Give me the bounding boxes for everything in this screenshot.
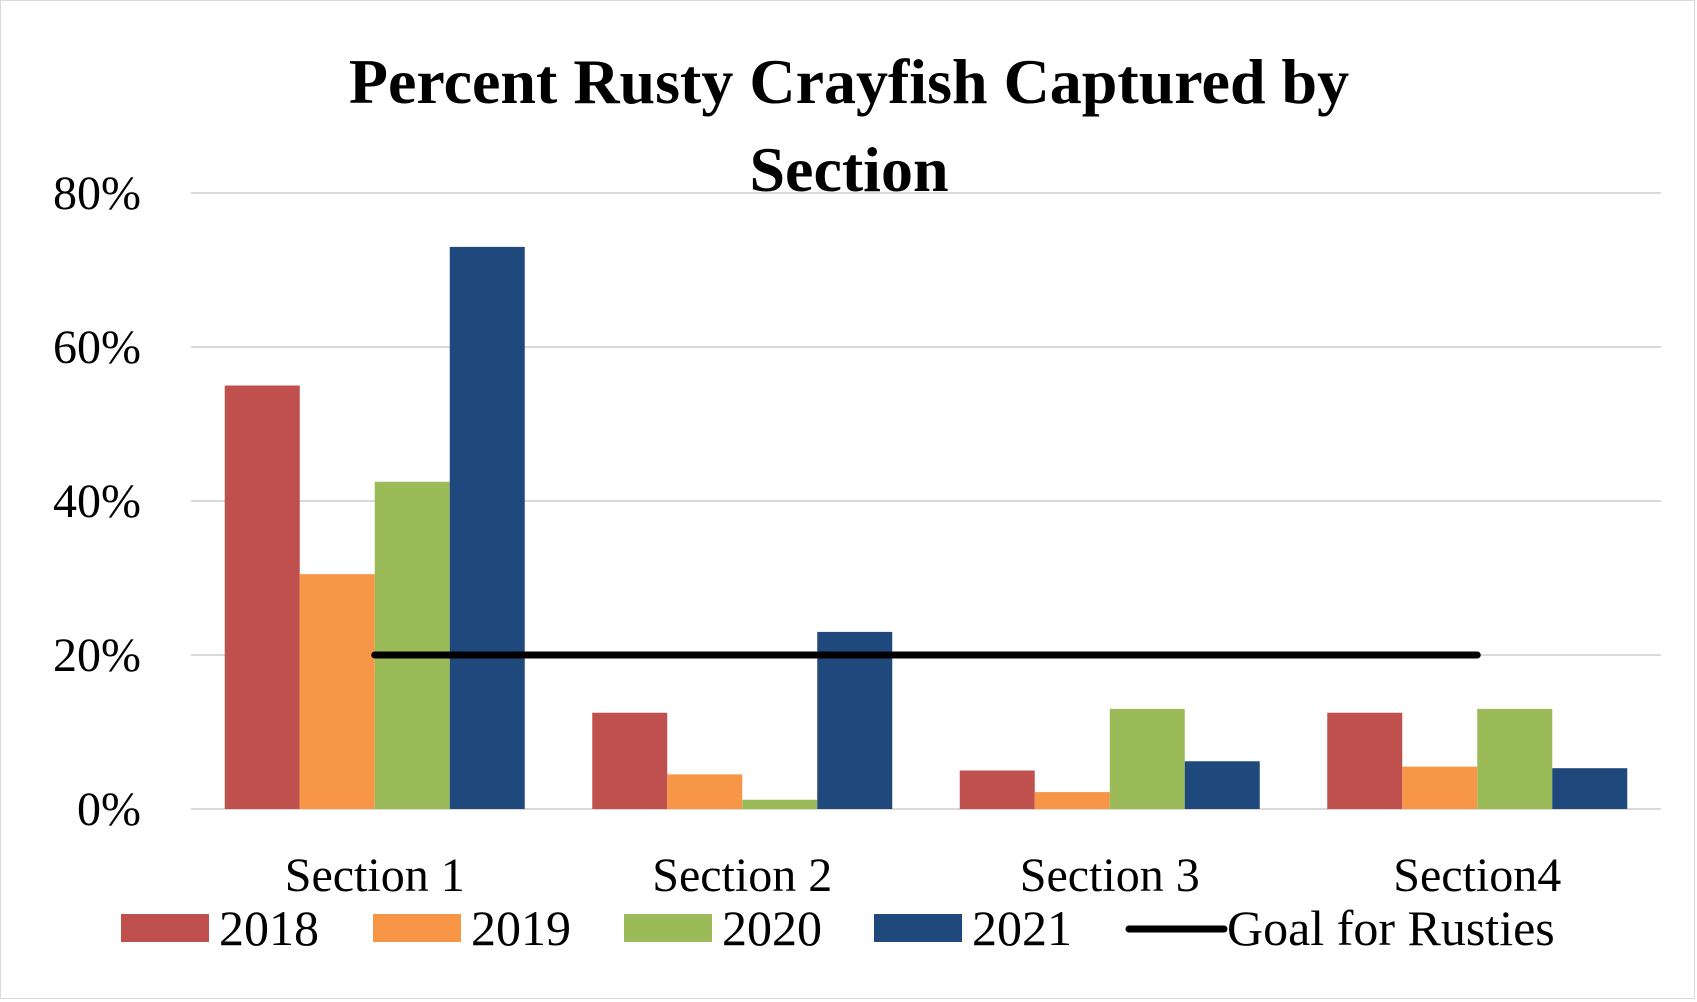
y-tick-label: 0% bbox=[77, 783, 141, 836]
legend-swatch-2021 bbox=[874, 914, 962, 942]
legend-swatch-2020 bbox=[624, 914, 712, 942]
bars bbox=[224, 246, 1628, 809]
bar-2021-section4 bbox=[1552, 768, 1628, 809]
legend-label-2021: 2021 bbox=[972, 900, 1072, 956]
y-tick-label: 80% bbox=[53, 167, 141, 220]
legend-label-2020: 2020 bbox=[722, 900, 822, 956]
bar-2019-section4 bbox=[1402, 766, 1478, 809]
chart-title: Percent Rusty Crayfish Captured by Secti… bbox=[349, 46, 1349, 205]
x-category-label: Section 1 bbox=[285, 849, 465, 902]
x-axis-categories: Section 1 Section 2 Section 3 Section4 bbox=[285, 849, 1561, 902]
bar-2020-section-1 bbox=[374, 481, 450, 809]
bar-2020-section-3 bbox=[1109, 708, 1185, 809]
legend-label-goal: Goal for Rusties bbox=[1227, 900, 1555, 956]
bar-2020-section4 bbox=[1477, 708, 1553, 809]
bar-2021-section-3 bbox=[1184, 761, 1260, 809]
y-axis-ticks: 0% 20% 40% 60% 80% bbox=[53, 167, 141, 836]
bar-2019-section-1 bbox=[299, 574, 375, 809]
legend-swatch-2018 bbox=[121, 914, 209, 942]
chart-title-line-1: Percent Rusty Crayfish Captured by bbox=[349, 46, 1349, 117]
bar-2018-section-2 bbox=[592, 712, 668, 809]
bar-2018-section-3 bbox=[959, 770, 1035, 809]
x-category-label: Section 2 bbox=[652, 849, 832, 902]
legend: 2018 2019 2020 2021 Goal for Rusties bbox=[121, 900, 1555, 956]
bar-2018-section-1 bbox=[224, 385, 300, 809]
chart-title-line-2: Section bbox=[749, 134, 948, 205]
y-tick-label: 60% bbox=[53, 321, 141, 374]
legend-swatch-2019 bbox=[373, 914, 461, 942]
y-tick-label: 20% bbox=[53, 629, 141, 682]
y-tick-label: 40% bbox=[53, 475, 141, 528]
x-category-label: Section 3 bbox=[1020, 849, 1200, 902]
bar-2020-section-2 bbox=[742, 799, 818, 809]
bar-2021-section-1 bbox=[449, 246, 525, 809]
x-category-label: Section4 bbox=[1393, 849, 1561, 902]
bar-2019-section-2 bbox=[667, 774, 743, 809]
bar-2019-section-3 bbox=[1034, 792, 1110, 809]
bar-2018-section4 bbox=[1327, 712, 1403, 809]
bar-2021-section-2 bbox=[817, 631, 893, 809]
legend-label-2018: 2018 bbox=[219, 900, 319, 956]
legend-label-2019: 2019 bbox=[471, 900, 571, 956]
